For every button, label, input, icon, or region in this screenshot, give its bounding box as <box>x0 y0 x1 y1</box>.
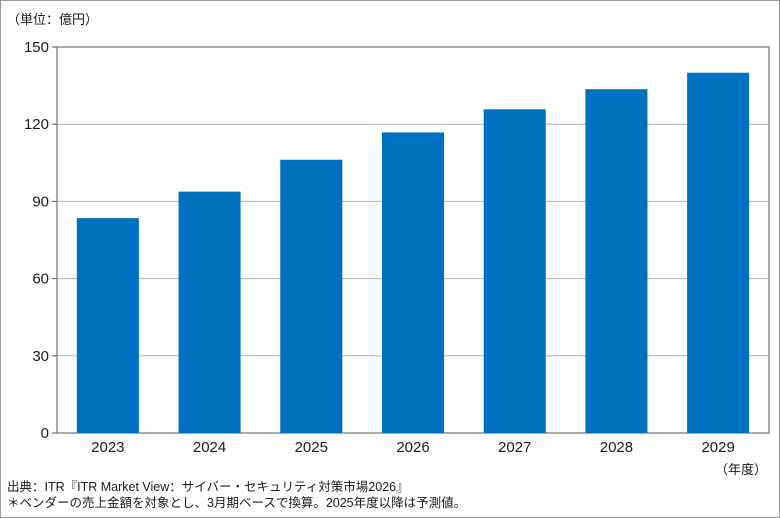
x-tick-label: 2023 <box>91 439 124 456</box>
y-tick-label: 60 <box>32 271 49 288</box>
x-tick-label: 2024 <box>193 439 226 456</box>
y-tick-label: 30 <box>32 348 49 365</box>
y-tick-label: 150 <box>24 39 49 56</box>
bars <box>76 72 750 434</box>
x-tick-labels: 2023 2024 2025 2026 2027 2028 2029 <box>91 439 735 456</box>
footer-notes: 出典：ITR『ITR Market View：サイバー・セキュリティ対策市場20… <box>7 479 466 511</box>
x-tick-label: 2029 <box>701 439 734 456</box>
y-tick-label: 0 <box>41 425 49 442</box>
x-tick-label: 2026 <box>396 439 429 456</box>
x-unit-label: （年度） <box>714 462 767 477</box>
bar-2026 <box>381 132 445 433</box>
bar-2027 <box>483 109 546 434</box>
bar-2029 <box>687 72 750 433</box>
x-tick-label: 2027 <box>498 439 531 456</box>
y-tick-label: 90 <box>32 193 49 210</box>
source-text: 出典：ITR『ITR Market View：サイバー・セキュリティ対策市場20… <box>7 480 409 494</box>
bar-2028 <box>585 89 648 433</box>
y-tick-label: 120 <box>24 116 49 133</box>
x-tick-label: 2028 <box>600 439 633 456</box>
note-text: ＊ベンダーの売上金額を対象とし、3月期ベースで換算。2025年度以降は予測値。 <box>7 496 467 510</box>
bar-2025 <box>280 159 343 433</box>
y-unit-label: （単位：億円） <box>7 12 99 27</box>
y-tick-labels: 0 30 60 90 120 150 <box>24 39 57 442</box>
x-tick-label: 2025 <box>295 439 328 456</box>
bar-2024 <box>178 191 241 433</box>
bar-2023 <box>76 218 139 433</box>
